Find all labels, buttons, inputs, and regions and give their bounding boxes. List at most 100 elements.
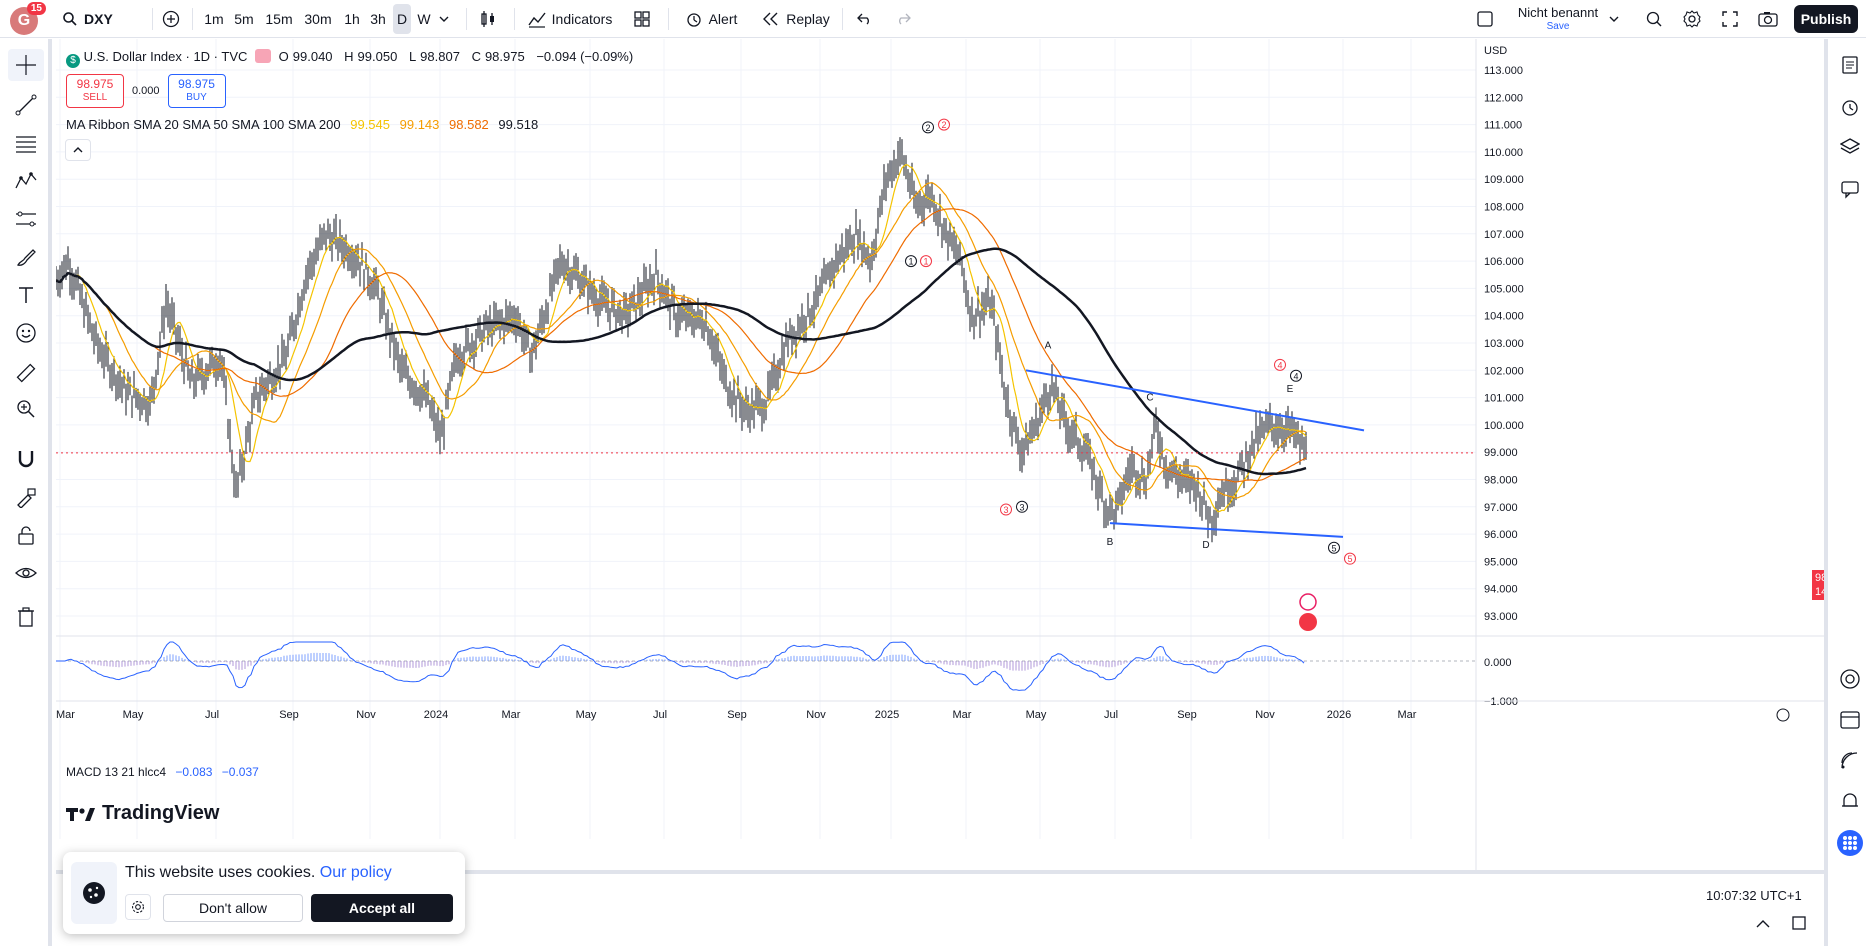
wave-circle-5 (1344, 552, 1356, 565)
symbol-search[interactable]: DXY (62, 0, 122, 38)
settings-button[interactable] (1680, 0, 1704, 38)
wave-circle-3 (1000, 503, 1012, 516)
save-link[interactable]: Save (1546, 21, 1570, 32)
time-tick: Jul (205, 709, 219, 721)
visibility-tool[interactable] (8, 557, 44, 589)
time-tick: 2025 (875, 709, 899, 721)
wave-number-4: 4 (1293, 371, 1298, 381)
layout-toggle[interactable] (1474, 0, 1496, 38)
macd-legend[interactable]: MACD 13 21 hlcc4 −0.083 −0.037 (66, 765, 259, 779)
timeframe-W[interactable]: W (417, 11, 431, 27)
timeframe-D[interactable]: D (393, 4, 411, 34)
price-tick: 110.000 (1484, 147, 1523, 159)
macd-line (56, 641, 1305, 691)
quick-search-button[interactable] (1642, 0, 1666, 38)
forecast-tool[interactable] (8, 203, 44, 235)
user-avatar[interactable]: G 15 (10, 2, 46, 35)
right-sidebar (1824, 39, 1866, 946)
ma-ribbon-legend[interactable]: MA Ribbon SMA 20 SMA 50 SMA 100 SMA 200 … (66, 117, 538, 132)
timeframe-1h[interactable]: 1h (344, 11, 360, 27)
object-tree-button[interactable] (1834, 131, 1866, 163)
notifications-button[interactable] (1834, 785, 1866, 817)
apps-button[interactable] (1834, 827, 1866, 859)
wave-number-5: 5 (1331, 543, 1336, 553)
indicators-button[interactable]: Indicators (524, 0, 616, 38)
price-tick: 106.000 (1484, 256, 1524, 268)
time-tick: 2026 (1327, 709, 1351, 721)
streams-button[interactable] (1834, 745, 1866, 777)
lock-all-tool[interactable] (8, 519, 44, 551)
chart-type-button[interactable] (476, 0, 500, 38)
templates-button[interactable] (630, 0, 654, 38)
price-tick: 93.000 (1484, 611, 1518, 623)
publish-button[interactable]: Publish (1794, 5, 1858, 33)
fullscreen-button[interactable] (1718, 0, 1742, 38)
avatar-letter: G (17, 12, 31, 29)
emoji-tool[interactable] (8, 317, 44, 349)
undo-button[interactable] (854, 0, 876, 38)
lock-drawing-tool[interactable] (8, 481, 44, 513)
remove-drawings-tool[interactable] (8, 601, 44, 633)
wave-label-B: B (1107, 537, 1114, 548)
settings-icon (1776, 708, 1790, 722)
time-tick: Jul (653, 709, 667, 721)
ribbon-icon (255, 49, 272, 63)
trendline-tool[interactable] (8, 89, 44, 121)
symbol-legend: $ U.S. Dollar Index · 1D · TVC O 99.040 H… (66, 49, 637, 68)
accept-all-button[interactable]: Accept all (311, 894, 453, 922)
dont-allow-button[interactable]: Don't allow (163, 894, 303, 922)
buy-button[interactable]: 98.975 BUY (167, 74, 226, 108)
layout-dropdown[interactable] (1606, 0, 1622, 38)
alerts-panel-button[interactable] (1834, 91, 1866, 123)
timeframe-30m[interactable]: 30m (304, 11, 332, 27)
time-tick: 2024 (424, 709, 448, 721)
price-chart[interactable]: USD113.000112.000111.000110.000109.00010… (56, 39, 1824, 870)
crosshair-tool[interactable] (8, 49, 44, 81)
price-tick: 111.000 (1484, 120, 1522, 132)
chat-button[interactable] (1834, 173, 1866, 205)
magnet-tool[interactable] (8, 443, 44, 475)
sell-button[interactable]: 98.975 SELL (66, 74, 124, 108)
compare-button[interactable] (160, 0, 182, 38)
calendar-button[interactable] (1834, 703, 1866, 735)
clock[interactable]: 10:07:32 UTC+1 (1706, 888, 1802, 903)
macd-value: −0.083 (175, 765, 213, 779)
cookie-settings-button[interactable] (125, 894, 151, 920)
timeframe-1m[interactable]: 1m (204, 11, 224, 27)
time-tick: Sep (1177, 709, 1197, 721)
macd-tick: 0.000 (1484, 657, 1512, 669)
timeframe-3h[interactable]: 3h (370, 11, 386, 27)
timeframe-15m[interactable]: 15m (265, 11, 293, 27)
replay-button[interactable]: Replay (760, 0, 832, 38)
ideas-button[interactable] (1834, 663, 1866, 695)
symbol-title[interactable]: U.S. Dollar Index · 1D · TVC (83, 49, 248, 64)
crosshair-icon (16, 55, 36, 75)
timeframe-5m[interactable]: 5m (234, 11, 254, 27)
text-tool[interactable] (8, 279, 44, 311)
redo-button[interactable] (892, 0, 914, 38)
pattern-tool[interactable] (8, 165, 44, 197)
chevron-up-icon[interactable] (1756, 920, 1770, 928)
screenshot-button[interactable] (1756, 0, 1780, 38)
pattern-icon (15, 172, 37, 189)
chart-pane[interactable]: USD 113.000 112.000 111.000 110.000 109.000 10… (56, 39, 1866, 909)
cookie-policy-link[interactable]: Our policy (319, 864, 392, 881)
tradingview-logo[interactable]: TradingView (66, 802, 219, 825)
measure-tool[interactable] (8, 357, 44, 389)
maximize-panel-icon[interactable] (1792, 916, 1806, 930)
alert-button[interactable]: Alert (678, 0, 744, 38)
spread: 0.000 (132, 85, 160, 97)
zoom-tool[interactable] (8, 393, 44, 425)
watchlist-button[interactable] (1834, 49, 1866, 81)
collapse-legend-button[interactable] (65, 139, 91, 161)
plus-circle-icon (162, 10, 180, 28)
trendline-icon (15, 94, 37, 116)
layout-name[interactable]: Nicht benannt Save (1508, 5, 1608, 32)
fib-tool[interactable] (8, 127, 44, 159)
timeframe-dropdown[interactable] (436, 0, 452, 38)
event-flash-icon (1299, 593, 1317, 611)
wave-number-3: 3 (1003, 505, 1008, 515)
brush-tool[interactable] (8, 241, 44, 273)
price-tick: 103.000 (1484, 338, 1524, 350)
tradingview-wordmark: TradingView (102, 802, 220, 824)
